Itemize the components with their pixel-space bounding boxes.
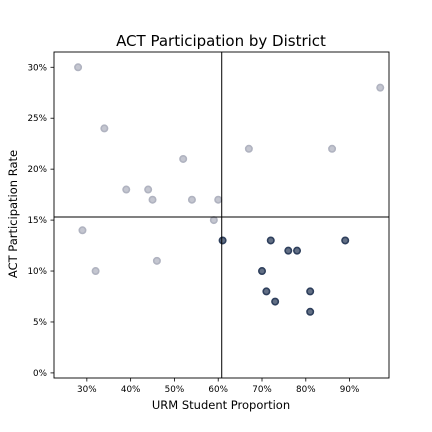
data-point-series-0 (187, 195, 196, 204)
data-point-series-1 (271, 297, 280, 306)
data-point-series-0 (78, 226, 87, 235)
data-point-series-1 (306, 307, 315, 316)
data-point-series-1 (266, 236, 275, 245)
axes-layer: 30% 40% 50% 60% 70% 80% 90% 0% 5% 10% 15% 20% 25% 30% (27, 51, 390, 395)
x-tick-label: 40% (121, 385, 141, 395)
data-point-series-0 (122, 185, 131, 194)
y-tick-label: 25% (27, 114, 47, 124)
data-point-series-0 (152, 256, 161, 265)
y-tick-label: 15% (27, 216, 47, 226)
y-tick-label: 5% (33, 318, 47, 328)
data-point-series-0 (148, 195, 157, 204)
y-tick-label: 20% (27, 165, 47, 175)
x-tick-label: 70% (252, 385, 272, 395)
data-point-series-0 (376, 83, 385, 92)
data-point-series-0 (179, 154, 188, 163)
plot-frame (53, 51, 390, 379)
y-axis-label: ACT Participation Rate (6, 150, 20, 278)
data-point-series-1 (262, 287, 271, 296)
y-tick-label: 10% (27, 267, 47, 277)
data-point-series-1 (306, 287, 315, 296)
data-point-series-1 (284, 246, 293, 255)
marks-layer (54, 52, 389, 378)
data-point-series-1 (293, 246, 302, 255)
data-point-series-0 (74, 63, 83, 72)
x-axis-label: URM Student Proportion (152, 398, 290, 412)
x-tick-label: 80% (296, 385, 316, 395)
x-tick-label: 60% (208, 385, 228, 395)
y-tick-label: 30% (27, 63, 47, 73)
data-point-series-1 (258, 267, 267, 276)
data-point-series-1 (341, 236, 350, 245)
chart-title: ACT Participation by District (116, 32, 326, 50)
data-point-series-0 (328, 144, 337, 153)
x-tick-label: 50% (165, 385, 185, 395)
x-tick-label: 90% (340, 385, 360, 395)
data-point-series-0 (244, 144, 253, 153)
data-point-series-1 (218, 236, 227, 245)
data-point-series-0 (209, 216, 218, 225)
y-tick-label: 0% (33, 369, 47, 379)
data-point-series-0 (100, 124, 109, 133)
x-tick-label: 30% (77, 385, 97, 395)
data-point-series-0 (144, 185, 153, 194)
data-point-series-0 (214, 195, 223, 204)
data-point-series-0 (91, 267, 100, 276)
